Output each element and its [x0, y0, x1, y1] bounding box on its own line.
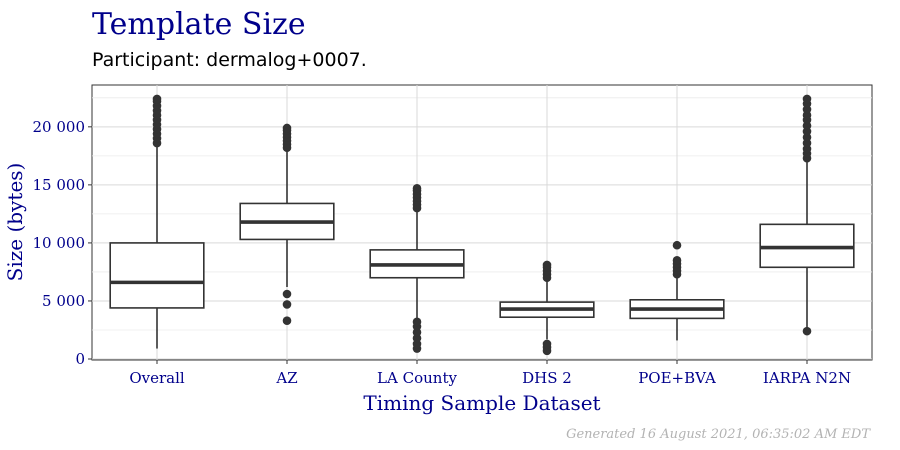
chart-title: Template Size [92, 7, 306, 42]
chart-subtitle: Participant: dermalog+0007. [92, 49, 367, 71]
x-tick-label: IARPA N2N [763, 369, 851, 387]
y-tick-label: 0 [75, 350, 85, 368]
y-tick-label: 5 000 [42, 292, 85, 310]
outlier-point [282, 289, 292, 299]
x-tick-label: AZ [275, 369, 297, 387]
box-az [239, 123, 335, 325]
x-axis-title: Timing Sample Dataset [363, 391, 600, 415]
outlier-point [152, 94, 162, 104]
iqr-box [109, 242, 205, 309]
outlier-point [412, 317, 422, 327]
outlier-point [802, 94, 812, 104]
box-overall [109, 94, 205, 349]
outlier-point [542, 260, 552, 270]
x-tick-label: LA County [377, 369, 457, 387]
outlier-point [282, 300, 292, 309]
outlier-point [672, 256, 682, 265]
box-la-county [369, 184, 465, 353]
x-tick-label: POE+BVA [638, 369, 716, 387]
outlier-point [412, 184, 422, 193]
box-plots [109, 94, 855, 356]
x-axis-ticks: Overall AZ LA County DHS 2 POE+BVA IARPA N2N [129, 360, 851, 387]
x-tick-label: DHS 2 [522, 369, 572, 387]
box-iarpa-n2n [759, 94, 855, 336]
outlier-point [282, 316, 292, 325]
outlier-point [542, 339, 552, 349]
outlier-point [672, 240, 682, 250]
y-tick-label: 10 000 [33, 234, 86, 252]
box-poe-bva [629, 240, 725, 341]
outlier-point [802, 326, 812, 336]
generated-caption: Generated 16 August 2021, 06:35:02 AM ED… [566, 427, 871, 442]
box-dhs-2 [499, 260, 595, 356]
y-tick-label: 15 000 [33, 176, 86, 194]
plot-panel [91, 84, 873, 361]
x-tick-label: Overall [129, 369, 185, 387]
y-axis-ticks: 0 5 000 10 000 15 000 20 000 [33, 118, 92, 368]
y-tick-label: 20 000 [33, 118, 86, 136]
outlier-point [282, 123, 292, 133]
y-axis-title: Size (bytes) [3, 163, 27, 282]
